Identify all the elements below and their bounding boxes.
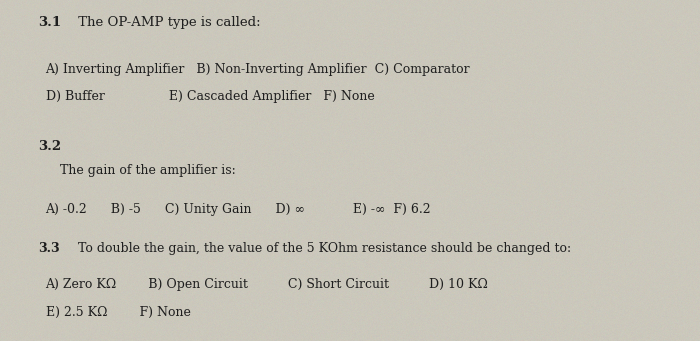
- Text: E) 2.5 KΩ        F) None: E) 2.5 KΩ F) None: [46, 306, 190, 318]
- Text: 3.2: 3.2: [38, 140, 62, 153]
- Text: A) Zero KΩ        B) Open Circuit          C) Short Circuit          D) 10 KΩ: A) Zero KΩ B) Open Circuit C) Short Circ…: [46, 278, 489, 291]
- Text: A) -0.2      B) -5      C) Unity Gain      D) ∞            E) -∞  F) 6.2: A) -0.2 B) -5 C) Unity Gain D) ∞ E) -∞ F…: [46, 203, 431, 216]
- Text: 3.3: 3.3: [38, 242, 60, 255]
- Text: The OP-AMP type is called:: The OP-AMP type is called:: [74, 16, 260, 29]
- Text: A) Inverting Amplifier   B) Non-Inverting Amplifier  C) Comparator: A) Inverting Amplifier B) Non-Inverting …: [46, 63, 470, 76]
- Text: 3.1: 3.1: [38, 16, 62, 29]
- Text: The gain of the amplifier is:: The gain of the amplifier is:: [60, 164, 235, 177]
- Text: D) Buffer                E) Cascaded Amplifier   F) None: D) Buffer E) Cascaded Amplifier F) None: [46, 90, 374, 103]
- Text: To double the gain, the value of the 5 KOhm resistance should be changed to:: To double the gain, the value of the 5 K…: [74, 242, 570, 255]
